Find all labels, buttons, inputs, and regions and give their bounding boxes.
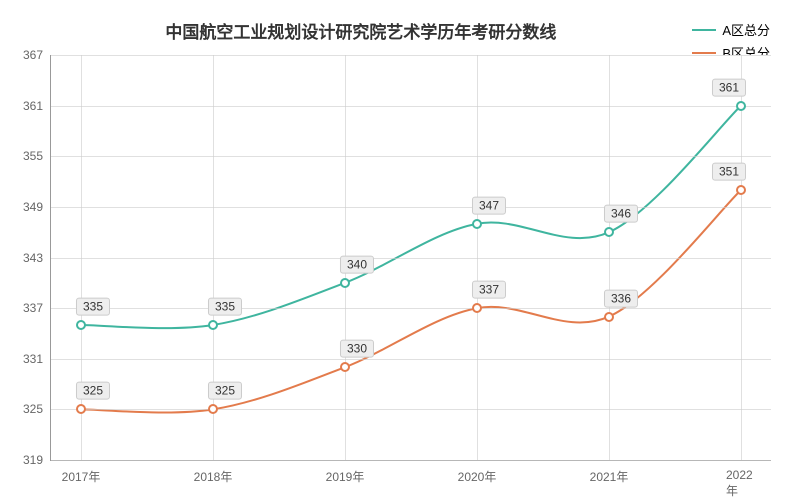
gridline-h	[51, 106, 771, 107]
data-label: 347	[472, 196, 506, 214]
data-label: 330	[340, 340, 374, 358]
gridline-h	[51, 258, 771, 259]
gridline-v	[609, 55, 610, 460]
data-marker	[208, 404, 218, 414]
y-tick-label: 319	[23, 453, 51, 467]
y-tick-label: 355	[23, 149, 51, 163]
x-tick-label: 2019年	[326, 460, 365, 485]
y-tick-label: 349	[23, 200, 51, 214]
data-marker	[340, 278, 350, 288]
data-marker	[208, 320, 218, 330]
plot-area: 3193253313373433493553613672017年2018年201…	[50, 55, 771, 461]
data-label: 337	[472, 281, 506, 299]
chart-container: 中国航空工业规划设计研究院艺术学历年考研分数线 A区总分 B区总分 319325…	[0, 0, 800, 500]
x-tick-label: 2017年	[62, 460, 101, 485]
data-marker	[472, 219, 482, 229]
legend-swatch-a	[692, 29, 716, 31]
gridline-h	[51, 55, 771, 56]
y-tick-label: 325	[23, 402, 51, 416]
gridline-h	[51, 207, 771, 208]
data-label: 325	[208, 382, 242, 400]
y-tick-label: 367	[23, 48, 51, 62]
data-label: 325	[76, 382, 110, 400]
legend-swatch-b	[692, 52, 716, 54]
x-tick-label: 2020年	[458, 460, 497, 485]
gridline-v	[741, 55, 742, 460]
gridline-h	[51, 460, 771, 461]
data-label: 340	[340, 255, 374, 273]
gridline-h	[51, 409, 771, 410]
data-marker	[76, 320, 86, 330]
x-tick-label: 2022年	[726, 460, 756, 499]
legend-item-a: A区总分	[692, 20, 770, 39]
data-label: 336	[604, 289, 638, 307]
data-marker	[736, 185, 746, 195]
gridline-h	[51, 156, 771, 157]
x-tick-label: 2021年	[590, 460, 629, 485]
data-marker	[736, 101, 746, 111]
data-label: 361	[712, 78, 746, 96]
data-marker	[472, 303, 482, 313]
series-line	[81, 190, 741, 413]
data-label: 351	[712, 163, 746, 181]
y-tick-label: 361	[23, 99, 51, 113]
x-tick-label: 2018年	[194, 460, 233, 485]
data-label: 335	[76, 298, 110, 316]
data-marker	[340, 362, 350, 372]
chart-title: 中国航空工业规划设计研究院艺术学历年考研分数线	[165, 18, 556, 43]
gridline-h	[51, 308, 771, 309]
data-marker	[604, 227, 614, 237]
gridline-h	[51, 359, 771, 360]
data-label: 346	[604, 205, 638, 223]
data-marker	[604, 312, 614, 322]
gridline-v	[477, 55, 478, 460]
legend-label-a: A区总分	[722, 20, 770, 39]
data-label: 335	[208, 298, 242, 316]
y-tick-label: 331	[23, 352, 51, 366]
data-marker	[76, 404, 86, 414]
y-tick-label: 337	[23, 301, 51, 315]
y-tick-label: 343	[23, 251, 51, 265]
